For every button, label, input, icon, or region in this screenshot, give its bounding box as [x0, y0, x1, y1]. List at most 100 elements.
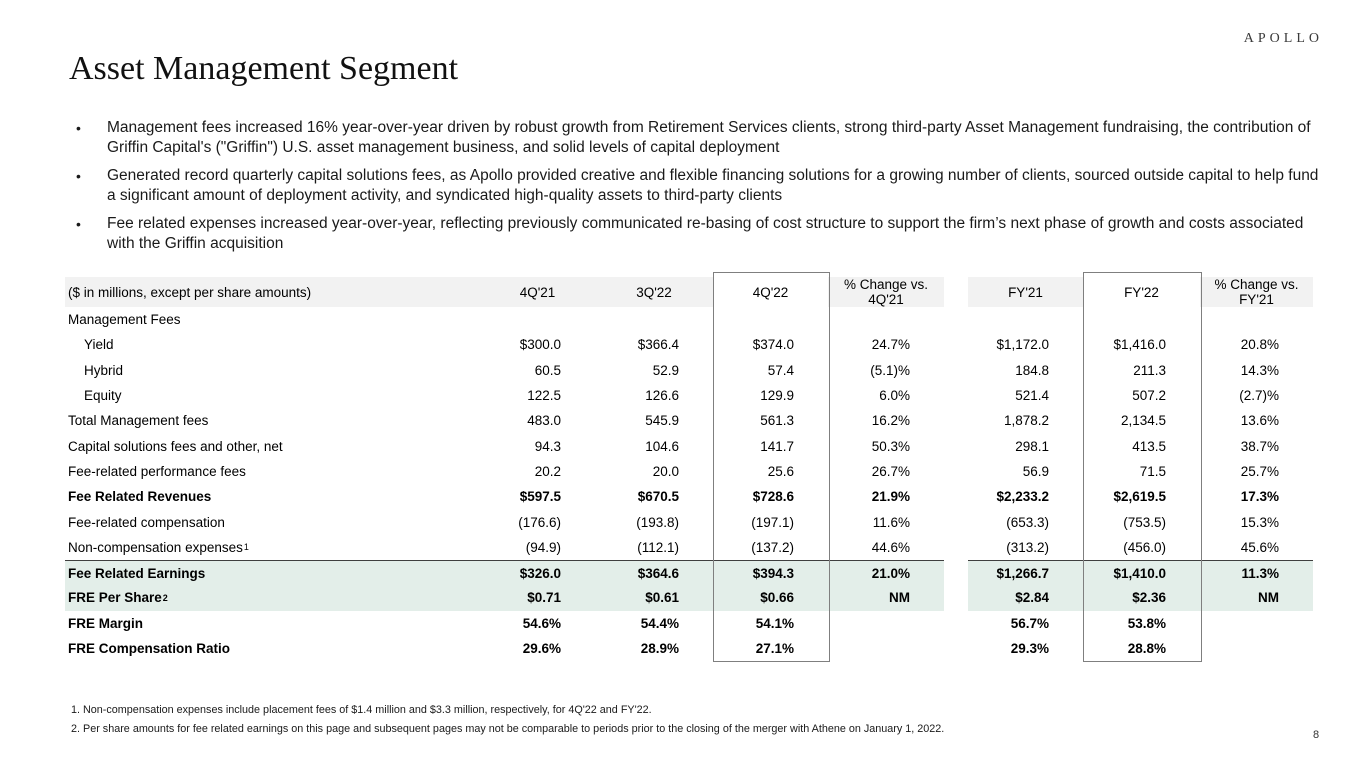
table-row: FRE Per Share 2 $0.71 $0.61 $0.66 NM $2.8…	[65, 585, 1313, 611]
cell-4q22: 57.4	[767, 362, 794, 378]
column-header-pct-change-4q21: % Change vs. 4Q'21	[828, 277, 944, 308]
cell-4q21: 20.2	[534, 463, 561, 479]
table-row: Non-compensation expenses 1 (94.9) (112.1…	[65, 535, 1313, 560]
cell-pct-change-4q21: 21.9%	[871, 489, 910, 505]
column-gap	[944, 560, 968, 585]
cell-fy21: (313.2)	[1006, 539, 1049, 555]
table-body: Management Fees Yield $300.0 $366.4 $374…	[65, 307, 1313, 661]
cell-3q22: (112.1)	[637, 539, 679, 555]
bullet-text: Generated record quarterly capital solut…	[107, 167, 1319, 204]
cell-fy21: $2.84	[968, 585, 1083, 611]
cell-pct-change-fy21: 20.8%	[1240, 337, 1279, 353]
cell-fy22: (753.5)	[1123, 514, 1166, 530]
table-row: FRE Margin 54.6% 54.4% 54.1% 56.7% 53.8%	[65, 611, 1313, 636]
cell-fy21: 298.1	[1015, 438, 1049, 454]
cell-pct-change-fy21	[1200, 611, 1313, 636]
bullet-icon: •	[76, 216, 81, 232]
row-label: Management Fees	[65, 307, 480, 332]
column-gap	[944, 611, 968, 636]
cell-4q21: 54.6%	[522, 615, 561, 631]
cell-fy21: $2,233.2	[996, 489, 1049, 505]
cell-fy22: 53.8%	[1127, 615, 1166, 631]
cell-3q22: $364.6	[595, 559, 713, 586]
column-gap	[944, 636, 968, 661]
cell-fy22: (456.0)	[1123, 539, 1166, 555]
column-gap	[944, 307, 968, 332]
cell-fy21: $1,266.7	[968, 559, 1083, 586]
row-label-text: FRE Per Share	[68, 590, 162, 606]
column-gap	[944, 585, 968, 610]
cell-pct-change-4q21	[828, 611, 944, 636]
table-row: Total Management fees 483.0 545.9 561.3 …	[65, 408, 1313, 433]
table-row: Capital solutions fees and other, net 94…	[65, 433, 1313, 458]
cell-4q22: $394.3	[713, 559, 828, 586]
row-label: FRE Compensation Ratio	[65, 636, 480, 661]
cell-3q22: $0.61	[595, 585, 713, 611]
cell-fy22: 28.8%	[1127, 641, 1166, 656]
cell-fy21: $1,172.0	[996, 337, 1049, 353]
row-label: Capital solutions fees and other, net	[65, 433, 480, 458]
bullet-text: Management fees increased 16% year-over-…	[107, 119, 1311, 156]
cell-pct-change-fy21: NM	[1200, 585, 1313, 611]
cell-4q21	[480, 307, 595, 332]
cell-4q21: (94.9)	[525, 539, 561, 555]
cell-3q22: 545.9	[645, 413, 679, 429]
cell-3q22: $366.4	[637, 337, 679, 353]
cell-pct-change-4q21: 24.7%	[871, 337, 910, 353]
cell-fy21: 56.9	[1022, 463, 1049, 479]
apollo-logo: APOLLO	[1243, 31, 1323, 46]
cell-3q22	[595, 307, 713, 332]
cell-4q22: 54.1%	[755, 615, 794, 631]
column-gap	[944, 484, 968, 509]
cell-pct-change-4q21: 26.7%	[871, 463, 910, 479]
cell-3q22: 54.4%	[640, 615, 679, 631]
cell-4q22: 27.1%	[755, 641, 794, 656]
cell-fy22: $1,416.0	[1113, 337, 1166, 353]
cell-fy21: 1,878.2	[1003, 413, 1049, 429]
table-row: Fee-related performance fees 20.2 20.0 2…	[65, 459, 1313, 484]
cell-fy21: (653.3)	[1006, 514, 1049, 530]
cell-4q21: 122.5	[527, 388, 561, 404]
cell-3q22: (193.8)	[636, 514, 679, 530]
cell-pct-change-4q21: 21.0%	[828, 559, 944, 586]
column-header-4q22: 4Q'22	[713, 277, 828, 308]
table-row: Yield $300.0 $366.4 $374.0 24.7% $1,172.…	[65, 332, 1313, 357]
cell-pct-change-fy21: 13.6%	[1240, 413, 1279, 429]
cell-pct-change-fy21: 11.3%	[1200, 559, 1313, 586]
cell-pct-change-4q21: (5.1)%	[870, 362, 910, 378]
row-label-text: Equity	[84, 388, 122, 404]
table-header-label: ($ in millions, except per share amounts…	[65, 277, 480, 308]
cell-pct-change-fy21: 45.6%	[1240, 539, 1279, 555]
row-label: Hybrid	[65, 358, 480, 383]
column-gap	[944, 277, 968, 308]
cell-pct-change-fy21	[1200, 636, 1313, 661]
cell-pct-change-fy21: 15.3%	[1240, 514, 1279, 530]
row-label: Total Management fees	[65, 408, 480, 433]
bullet-item: • Fee related expenses increased year-ov…	[76, 214, 1324, 254]
bullet-item: • Generated record quarterly capital sol…	[76, 166, 1324, 206]
cell-pct-change-fy21: 14.3%	[1240, 362, 1279, 378]
cell-4q21: 483.0	[527, 413, 561, 429]
row-label: Fee-related performance fees	[65, 459, 480, 484]
table-row: Equity 122.5 126.6 129.9 6.0% 521.4 507.…	[65, 383, 1313, 408]
cell-pct-change-4q21: NM	[828, 585, 944, 611]
cell-4q22: $0.66	[713, 585, 828, 611]
row-label: Fee Related Revenues	[65, 484, 480, 509]
table-row: Fee Related Earnings $326.0 $364.6 $394.…	[65, 559, 1313, 586]
cell-4q21: $326.0	[480, 559, 595, 586]
cell-4q21: 60.5	[534, 362, 561, 378]
cell-pct-change-4q21: 6.0%	[879, 388, 910, 404]
cell-4q21: 29.6%	[522, 641, 561, 656]
row-label-text: Yield	[84, 337, 114, 353]
cell-3q22: 20.0	[652, 463, 679, 479]
cell-fy21: 184.8	[1015, 362, 1049, 378]
cell-3q22: 126.6	[645, 388, 679, 404]
cell-3q22: 52.9	[652, 362, 679, 378]
cell-fy22	[1083, 307, 1200, 332]
row-label-text: Fee-related compensation	[68, 514, 225, 530]
cell-fy22: 71.5	[1139, 463, 1166, 479]
cell-pct-change-fy21: (2.7)%	[1239, 388, 1279, 404]
column-gap	[944, 383, 968, 408]
column-gap	[944, 535, 968, 560]
